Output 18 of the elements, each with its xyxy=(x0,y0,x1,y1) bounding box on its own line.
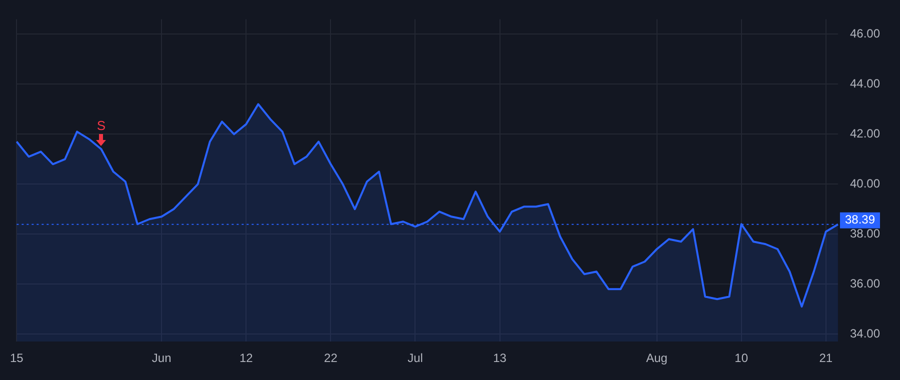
x-tick-label: Jun xyxy=(152,351,172,366)
x-tick-label: 13 xyxy=(493,351,507,366)
x-tick-label: 21 xyxy=(819,351,833,366)
y-tick-label: 42.00 xyxy=(850,126,880,140)
x-tick-label: 22 xyxy=(324,351,338,366)
ref-line-label: 38.39 xyxy=(844,212,876,227)
y-tick-label: 34.00 xyxy=(850,326,880,340)
x-tick-label: Aug xyxy=(646,351,668,366)
x-tick-label: 15 xyxy=(10,351,24,366)
y-tick-label: 38.00 xyxy=(850,226,880,240)
x-tick-label: 12 xyxy=(239,351,254,366)
y-tick-label: 36.00 xyxy=(850,276,880,290)
y-tick-label: 46.00 xyxy=(850,26,880,41)
x-tick-label: 10 xyxy=(734,351,748,366)
y-tick-label: 40.00 xyxy=(850,176,880,190)
annotation: S xyxy=(96,118,106,134)
y-tick-label: 44.00 xyxy=(850,76,880,90)
x-tick-label: Jul xyxy=(408,351,423,366)
